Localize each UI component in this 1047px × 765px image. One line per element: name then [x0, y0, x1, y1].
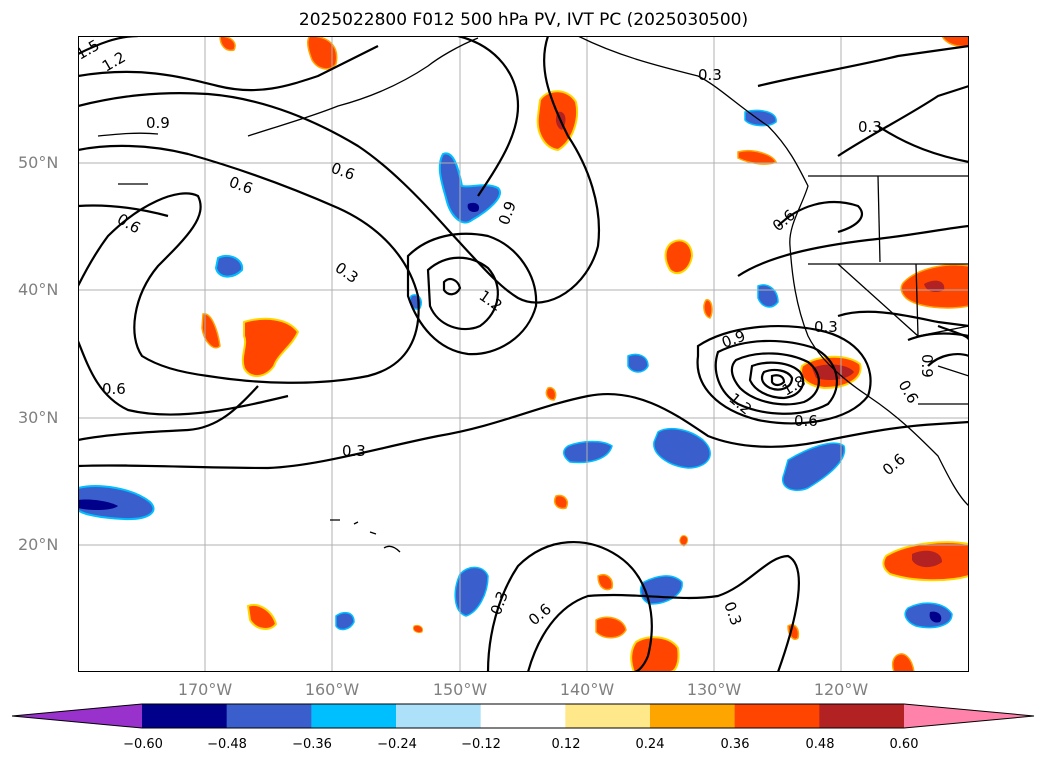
anomaly-patch [929, 611, 942, 623]
map-canvas: 1.5 1.2 0.9 0.6 0.6 0.6 0.3 0.9 1.2 0.6 … [78, 36, 969, 672]
colorbar-tick-label: 0.12 [551, 737, 581, 752]
contour-label: 0.9 [918, 354, 936, 378]
anomaly-patch [639, 575, 683, 605]
colorbar-segment [480, 704, 566, 728]
colorbar-tick-label: 0.36 [720, 737, 750, 752]
anomaly-patch [627, 353, 649, 373]
contour-label: 0.3 [720, 599, 745, 628]
anomaly-patch [941, 36, 969, 48]
contour-label: 0.6 [794, 412, 818, 430]
colorbar-segment [142, 704, 228, 728]
colorbar-segment [565, 704, 651, 728]
anomaly-patch [214, 254, 244, 278]
anomaly-patch [912, 550, 942, 568]
ivt-positive-anomalies [201, 36, 969, 672]
lon-label-120w: 120°W [813, 680, 869, 699]
colorbar-outline [12, 703, 1035, 729]
map-title: 2025022800 F012 500 hPa PV, IVT PC (2025… [298, 10, 749, 30]
colorbar-extend-low [12, 704, 142, 728]
colorbar-segment [311, 704, 397, 728]
lon-label-150w: 150°W [432, 680, 488, 699]
colorbar-segment [734, 704, 820, 728]
contour-label: 0.6 [895, 377, 923, 407]
anomaly-patch [563, 440, 613, 464]
lat-label-30n: 30°N [18, 408, 59, 427]
colorbar-tick-label: 0.24 [635, 737, 665, 752]
anomaly-patch [307, 36, 338, 70]
colorbar-segment [226, 704, 312, 728]
colorbar-tick-label: −0.24 [377, 737, 417, 752]
anomaly-patch [467, 202, 480, 213]
contour-label: 0.3 [814, 318, 838, 336]
colorbar-segments [12, 704, 1034, 728]
lon-label-160w: 160°W [304, 680, 360, 699]
colorbar-segment [819, 704, 905, 728]
anomaly-patch [781, 442, 846, 492]
anomaly-patch [744, 109, 777, 127]
anomaly-patch [924, 280, 945, 292]
anomaly-patch [335, 611, 355, 631]
contour-label: 0.3 [698, 66, 722, 84]
colorbar-tick-label: −0.60 [123, 737, 163, 752]
graticule [78, 36, 969, 672]
pv-contours [78, 36, 969, 672]
ivt-negative-anomalies [78, 109, 953, 631]
colorbar-tick-label: 0.60 [889, 737, 919, 752]
lon-label-140w: 140°W [559, 680, 615, 699]
anomaly-patch [438, 152, 501, 224]
anomaly-patch [454, 566, 489, 617]
lon-label-130w: 130°W [686, 680, 742, 699]
map-panel: 1.5 1.2 0.9 0.6 0.6 0.6 0.3 0.9 1.2 0.6 … [78, 36, 969, 672]
anomaly-patch [78, 499, 118, 511]
anomaly-patch [413, 625, 423, 633]
anomaly-patch [246, 604, 278, 630]
colorbar [12, 703, 1035, 729]
coastlines [97, 36, 969, 553]
anomaly-patch [757, 284, 779, 308]
anomaly-patch [703, 299, 713, 319]
colorbar-tick-label: −0.36 [292, 737, 332, 752]
anomaly-patch [653, 427, 711, 469]
lon-label-170w: 170°W [177, 680, 233, 699]
lat-label-50n: 50°N [18, 153, 59, 172]
contour-label: 0.3 [342, 442, 366, 460]
anomaly-patch [737, 150, 778, 165]
anomaly-patch [241, 317, 300, 377]
colorbar-segment [650, 704, 736, 728]
contour-label: 0.6 [227, 173, 256, 198]
contour-label: 0.3 [487, 589, 512, 618]
anomaly-patch [219, 36, 236, 52]
contour-label: 1.2 [725, 389, 755, 418]
contour-label: 0.3 [858, 118, 882, 136]
contour-label: 0.6 [114, 210, 144, 238]
anomaly-patch [664, 239, 694, 275]
anomaly-patch [891, 653, 915, 672]
anomaly-patch [595, 616, 627, 639]
anomaly-patch [597, 574, 614, 591]
anomaly-patch [630, 636, 680, 672]
contour-label: 0.6 [102, 380, 126, 398]
lat-label-40n: 40°N [18, 280, 59, 299]
colorbar-segment [396, 704, 482, 728]
contour-label: 0.3 [332, 259, 362, 287]
colorbar-tick-label: −0.12 [461, 737, 501, 752]
contour-label: 0.6 [879, 450, 909, 479]
anomaly-patch [904, 602, 953, 629]
contour-label: 0.6 [769, 206, 799, 235]
colorbar-extend-high [904, 704, 1034, 728]
anomaly-patch [679, 535, 689, 547]
anomaly-patch [812, 364, 854, 380]
lat-label-20n: 20°N [18, 535, 59, 554]
colorbar-tick-label: 0.48 [805, 737, 835, 752]
anomaly-patch [545, 386, 557, 401]
anomaly-patch [554, 494, 568, 510]
anomaly-patch [78, 485, 155, 521]
contour-label: 0.9 [495, 199, 520, 228]
anomaly-patch [201, 313, 221, 349]
colorbar-tick-label: −0.48 [207, 737, 247, 752]
contour-label: 0.9 [719, 327, 748, 352]
contour-label: 1.2 [476, 287, 506, 315]
contour-label: 0.9 [146, 114, 170, 132]
